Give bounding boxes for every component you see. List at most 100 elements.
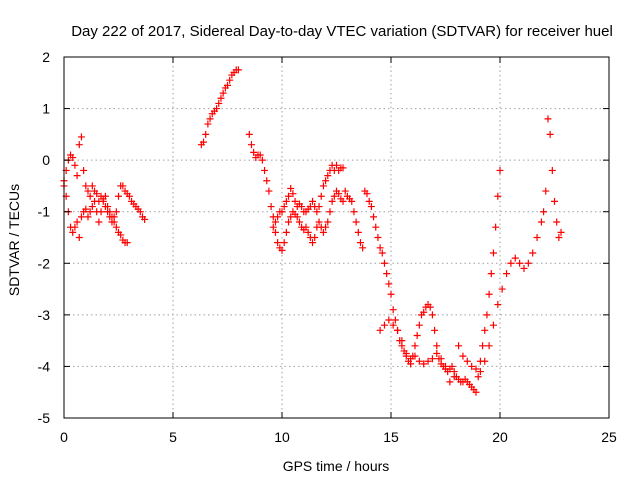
data-point	[529, 249, 537, 257]
data-point	[516, 259, 524, 267]
data-point	[385, 316, 393, 324]
data-point	[202, 130, 210, 138]
data-point	[448, 362, 456, 370]
data-markers	[60, 66, 565, 396]
data-point	[274, 239, 282, 247]
data-point	[309, 197, 317, 205]
data-point	[280, 203, 288, 211]
data-point	[117, 231, 125, 239]
data-point	[263, 177, 271, 185]
data-point	[420, 308, 428, 316]
data-point	[86, 208, 94, 216]
data-point	[82, 182, 90, 190]
data-point	[289, 190, 297, 198]
data-point	[335, 190, 343, 198]
data-point	[350, 208, 358, 216]
x-tick-label: 15	[383, 429, 399, 445]
data-point	[101, 192, 109, 200]
x-tick-label: 0	[60, 429, 68, 445]
data-point	[219, 89, 227, 97]
data-point	[200, 138, 208, 146]
data-point	[110, 218, 118, 226]
data-point	[322, 223, 330, 231]
data-point	[287, 185, 295, 193]
data-point	[415, 357, 423, 365]
data-point	[442, 362, 449, 370]
y-tick-label: -2	[38, 255, 51, 271]
data-point	[503, 270, 511, 278]
data-point	[328, 197, 336, 205]
data-point	[226, 76, 234, 84]
data-point	[544, 115, 552, 123]
data-point	[82, 205, 90, 213]
y-tick-label: 0	[42, 152, 50, 168]
data-point	[394, 326, 402, 334]
data-point	[293, 213, 301, 221]
x-axis-label: GPS time / hours	[283, 458, 390, 474]
data-point	[204, 120, 212, 128]
data-point	[274, 213, 282, 221]
data-point	[370, 213, 378, 221]
data-point	[75, 234, 83, 241]
y-tick-label: -1	[38, 204, 51, 220]
data-point	[489, 321, 497, 329]
data-point	[330, 192, 338, 200]
data-point	[485, 290, 493, 298]
data-point	[304, 228, 312, 236]
data-point	[387, 290, 395, 298]
data-point	[324, 218, 332, 226]
data-point	[258, 156, 266, 164]
data-point	[433, 342, 441, 350]
data-point	[256, 151, 264, 159]
data-point	[352, 218, 360, 226]
data-point	[269, 223, 277, 231]
data-point	[551, 197, 558, 205]
data-point	[472, 388, 480, 396]
data-point	[524, 259, 532, 267]
data-point	[553, 218, 561, 226]
data-point	[494, 192, 502, 200]
data-point	[476, 368, 484, 376]
data-point	[309, 239, 317, 247]
data-point	[73, 218, 81, 226]
y-axis-label: SDTVAR / TECUs	[6, 184, 22, 296]
data-point	[77, 133, 85, 141]
data-point	[247, 141, 255, 149]
data-point	[487, 270, 495, 278]
data-point	[339, 197, 347, 205]
data-point	[123, 239, 131, 247]
data-point	[215, 99, 223, 107]
data-point	[413, 331, 421, 339]
data-point	[494, 301, 502, 309]
data-point	[354, 228, 362, 236]
data-point	[481, 357, 489, 365]
data-point	[374, 234, 382, 241]
data-point	[278, 246, 286, 254]
data-point	[367, 203, 375, 211]
data-point	[271, 218, 279, 226]
data-point	[71, 161, 79, 169]
data-point	[557, 228, 565, 236]
data-point	[376, 326, 384, 334]
data-point	[104, 203, 112, 211]
data-point	[492, 223, 500, 231]
data-point	[428, 355, 436, 363]
data-point	[339, 164, 347, 172]
data-point	[380, 321, 388, 329]
data-point	[479, 342, 487, 350]
data-point	[348, 197, 356, 205]
data-point	[217, 94, 225, 102]
data-point	[520, 264, 528, 272]
data-point	[245, 130, 253, 138]
data-point	[265, 187, 273, 195]
data-point	[99, 197, 107, 205]
data-point	[315, 203, 323, 211]
data-point	[489, 249, 497, 257]
data-point	[313, 208, 321, 216]
data-point	[542, 187, 550, 195]
data-point	[428, 311, 436, 319]
data-point	[77, 213, 85, 221]
data-point	[261, 166, 269, 174]
data-point	[496, 166, 504, 174]
data-point	[433, 350, 441, 358]
